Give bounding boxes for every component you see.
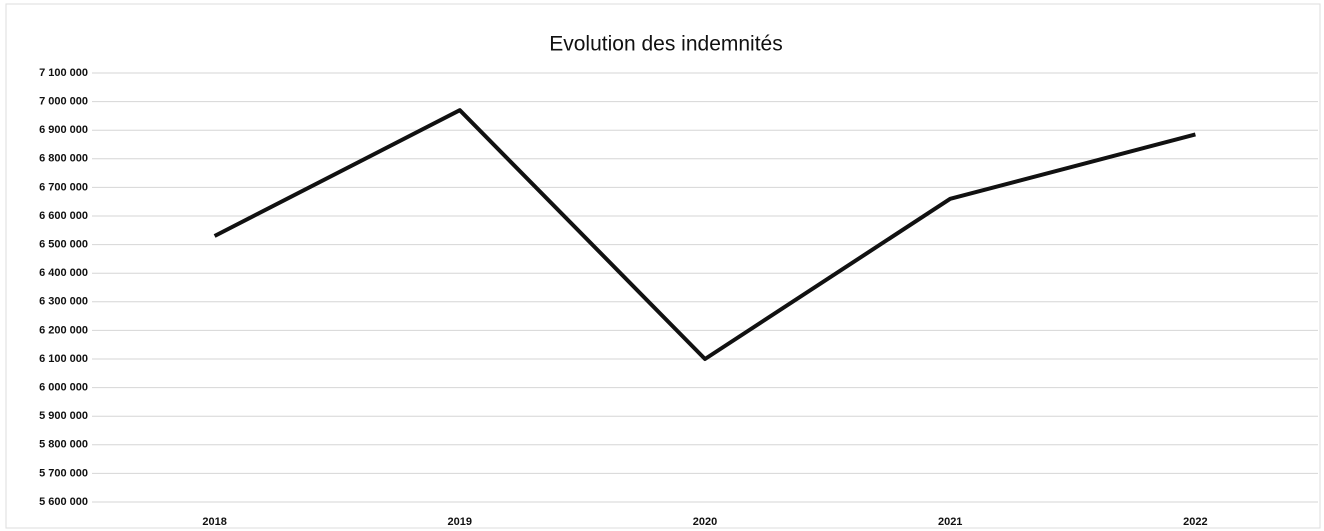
x-tick-label: 2021 bbox=[938, 516, 962, 528]
y-tick-label: 6 600 000 bbox=[39, 210, 88, 222]
y-tick-label: 7 000 000 bbox=[39, 96, 88, 108]
x-tick-label: 2022 bbox=[1183, 516, 1207, 528]
x-tick-label: 2019 bbox=[448, 516, 472, 528]
y-tick-label: 6 800 000 bbox=[39, 153, 88, 165]
chart-title: Evolution des indemnités bbox=[549, 33, 782, 56]
y-tick-label: 6 100 000 bbox=[39, 353, 88, 365]
y-tick-label: 5 600 000 bbox=[39, 496, 88, 508]
x-tick-label: 2020 bbox=[693, 516, 717, 528]
y-tick-label: 5 700 000 bbox=[39, 467, 88, 479]
y-tick-label: 6 900 000 bbox=[39, 124, 88, 136]
y-tick-label: 7 100 000 bbox=[39, 67, 88, 79]
y-tick-label: 6 400 000 bbox=[39, 267, 88, 279]
y-tick-label: 5 800 000 bbox=[39, 439, 88, 451]
chart-frame bbox=[5, 3, 1321, 529]
y-tick-label: 6 700 000 bbox=[39, 181, 88, 193]
y-tick-label: 5 900 000 bbox=[39, 410, 88, 422]
y-tick-label: 6 500 000 bbox=[39, 239, 88, 251]
line-series bbox=[213, 108, 1196, 361]
y-tick-label: 6 000 000 bbox=[39, 382, 88, 394]
x-tick-label: 2018 bbox=[202, 516, 226, 528]
y-tick-label: 6 200 000 bbox=[39, 324, 88, 336]
y-tick-label: 6 300 000 bbox=[39, 296, 88, 308]
